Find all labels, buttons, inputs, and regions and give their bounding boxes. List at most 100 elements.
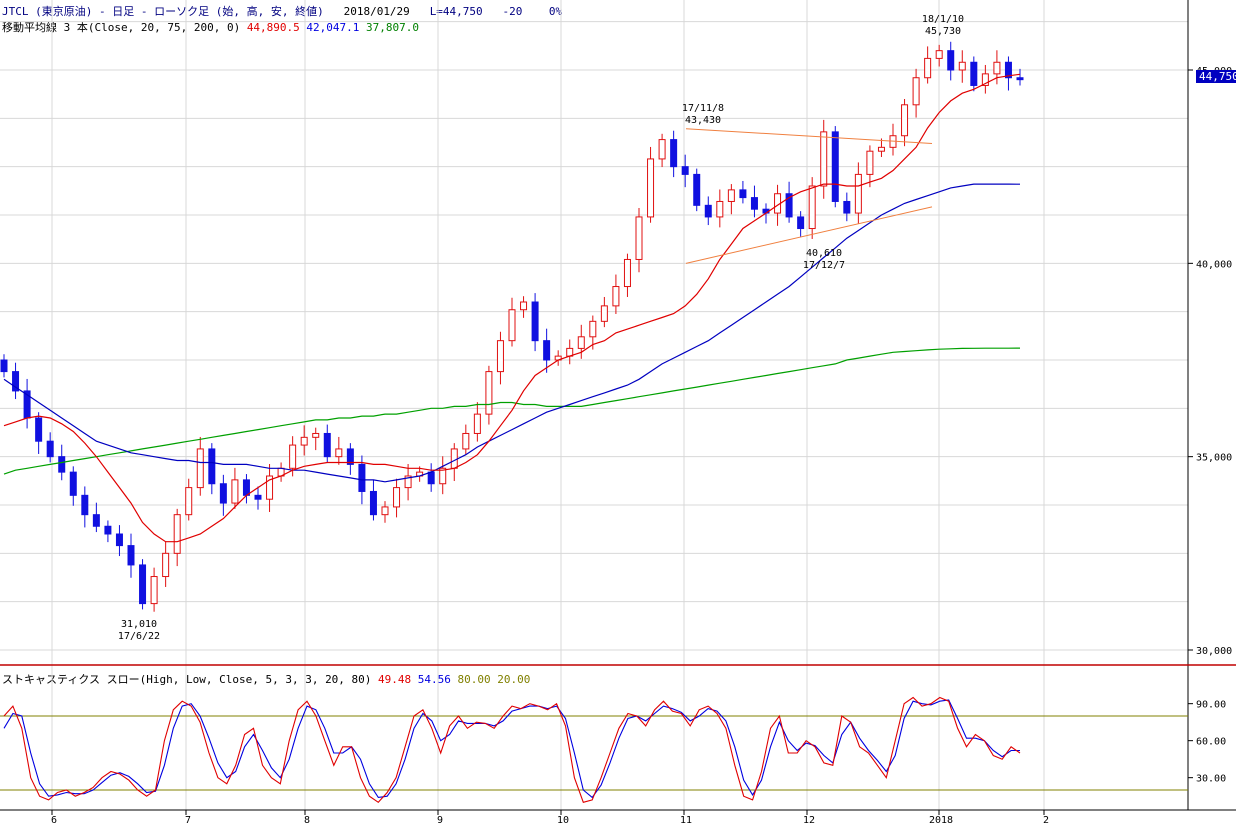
candle-body-7 xyxy=(81,494,89,516)
candle-body-9 xyxy=(104,525,112,535)
header-date: 2018/01/29 xyxy=(343,5,410,18)
ma75-line xyxy=(3,183,1021,483)
price-tick-label-2: 40,000 xyxy=(1196,259,1232,270)
candle-body-82 xyxy=(947,50,955,71)
candle-body-16 xyxy=(185,487,193,516)
candle-body-86 xyxy=(993,61,1001,75)
candle-body-79 xyxy=(912,77,920,106)
stoch-k-line xyxy=(3,696,1021,804)
candle-body-53 xyxy=(612,286,620,307)
stoch-label: ストキャスティクス スロー(High, Low, Close, 5, 3, 3,… xyxy=(2,673,372,686)
annotation-low-date: 17/6/22 xyxy=(118,631,160,642)
header-last: L=44,750 xyxy=(429,5,483,18)
x-tick-label-5: 11 xyxy=(680,815,692,826)
candle-body-29 xyxy=(335,448,343,458)
candle-body-11 xyxy=(127,545,135,566)
candle-body-15 xyxy=(173,514,181,554)
candle-body-17 xyxy=(196,448,204,489)
stoch-tick-label-1: 60.00 xyxy=(1196,737,1226,748)
candle-body-3 xyxy=(35,417,43,442)
stoch-tick-label-0: 30.00 xyxy=(1196,774,1226,785)
candle-body-58 xyxy=(670,139,678,168)
x-tick-label-6: 12 xyxy=(803,815,815,826)
candle-body-69 xyxy=(797,216,805,230)
x-tick-label-7: 2018 xyxy=(929,815,953,826)
candle-body-87 xyxy=(1004,61,1012,79)
ma20-line xyxy=(3,73,1021,543)
candle-body-60 xyxy=(693,173,701,206)
candle-body-81 xyxy=(935,50,943,59)
candle-body-56 xyxy=(647,158,655,218)
candle-body-64 xyxy=(739,189,747,199)
x-tick-label-3: 9 xyxy=(437,815,443,826)
header-change: -20 xyxy=(502,5,523,18)
candle-body-26 xyxy=(300,436,308,446)
candle-body-65 xyxy=(750,197,758,210)
x-tick-label-8: 2 xyxy=(1043,815,1049,826)
ma200-line xyxy=(3,347,1021,475)
candle-body-14 xyxy=(162,552,170,578)
price-tick-label-1: 35,000 xyxy=(1196,453,1232,464)
candle-body-6 xyxy=(69,471,77,496)
ma20-value: 44,890.5 xyxy=(246,21,300,34)
candle-body-22 xyxy=(254,494,262,500)
candle-body-39 xyxy=(450,448,458,469)
candle-body-31 xyxy=(358,463,366,492)
candle-body-44 xyxy=(508,309,516,342)
candle-body-85 xyxy=(981,73,989,86)
chart-header: JTCL (東京原油) - 日足 - ローソク足 (始, 高, 安, 終値) 2… xyxy=(2,3,562,19)
candle-body-32 xyxy=(369,490,377,516)
candle-body-59 xyxy=(681,166,689,175)
candle-body-73 xyxy=(843,200,851,214)
annotation-dec-price: 40,610 xyxy=(806,248,842,259)
candle-body-51 xyxy=(589,320,597,338)
candle-body-88 xyxy=(1016,77,1024,81)
annotation-dec-date: 17/12/7 xyxy=(803,260,845,271)
candle-body-4 xyxy=(46,440,54,458)
candle-body-57 xyxy=(658,139,666,160)
candle-body-46 xyxy=(531,301,539,342)
candle-body-21 xyxy=(242,479,250,496)
candle-body-75 xyxy=(866,150,874,175)
candle-body-72 xyxy=(831,131,839,202)
stoch-d-value: 54.56 xyxy=(417,673,451,686)
annotation-nov-price: 43,430 xyxy=(685,115,721,126)
candle-body-1 xyxy=(12,371,20,392)
candle-body-35 xyxy=(404,475,412,489)
candle-body-55 xyxy=(635,216,643,260)
stoch-lower-value: 20.00 xyxy=(497,673,531,686)
candle-body-71 xyxy=(820,131,828,187)
candle-body-41 xyxy=(473,413,481,434)
candle-body-84 xyxy=(970,61,978,86)
candle-body-8 xyxy=(92,514,100,527)
annotation-low-price: 31,010 xyxy=(121,619,157,630)
ma200-value: 37,807.0 xyxy=(366,21,420,34)
candle-body-52 xyxy=(600,305,608,322)
stoch-upper-value: 80.00 xyxy=(457,673,491,686)
candle-body-30 xyxy=(346,448,354,465)
candle-body-74 xyxy=(854,173,862,214)
candle-body-43 xyxy=(496,340,504,373)
x-tick-label-0: 6 xyxy=(51,815,57,826)
annotation-jan-price: 45,730 xyxy=(925,26,961,37)
candle-body-34 xyxy=(393,487,401,508)
candle-body-19 xyxy=(219,483,227,504)
header-pct: 0% xyxy=(548,5,563,18)
candles xyxy=(0,41,1024,612)
instrument-title: JTCL (東京原油) - 日足 - ローソク足 (始, 高, 安, 終値) xyxy=(2,5,324,18)
candle-body-37 xyxy=(427,471,435,485)
candle-body-0 xyxy=(0,359,8,373)
candle-body-13 xyxy=(150,576,158,605)
candle-body-76 xyxy=(877,146,885,152)
stoch-tick-label-2: 90.00 xyxy=(1196,700,1226,711)
annotation-nov-date: 17/11/8 xyxy=(682,103,724,114)
candle-body-61 xyxy=(704,204,712,218)
candle-body-78 xyxy=(901,104,909,137)
candle-body-25 xyxy=(289,444,297,469)
candle-body-33 xyxy=(381,506,389,516)
ma-legend: 移動平均線 3 本(Close, 20, 75, 200, 0) 44,890.… xyxy=(2,19,419,35)
ma-label: 移動平均線 3 本(Close, 20, 75, 200, 0) xyxy=(2,21,241,34)
annotation-jan-date: 18/1/10 xyxy=(922,14,964,25)
trendline-lower xyxy=(685,206,933,264)
